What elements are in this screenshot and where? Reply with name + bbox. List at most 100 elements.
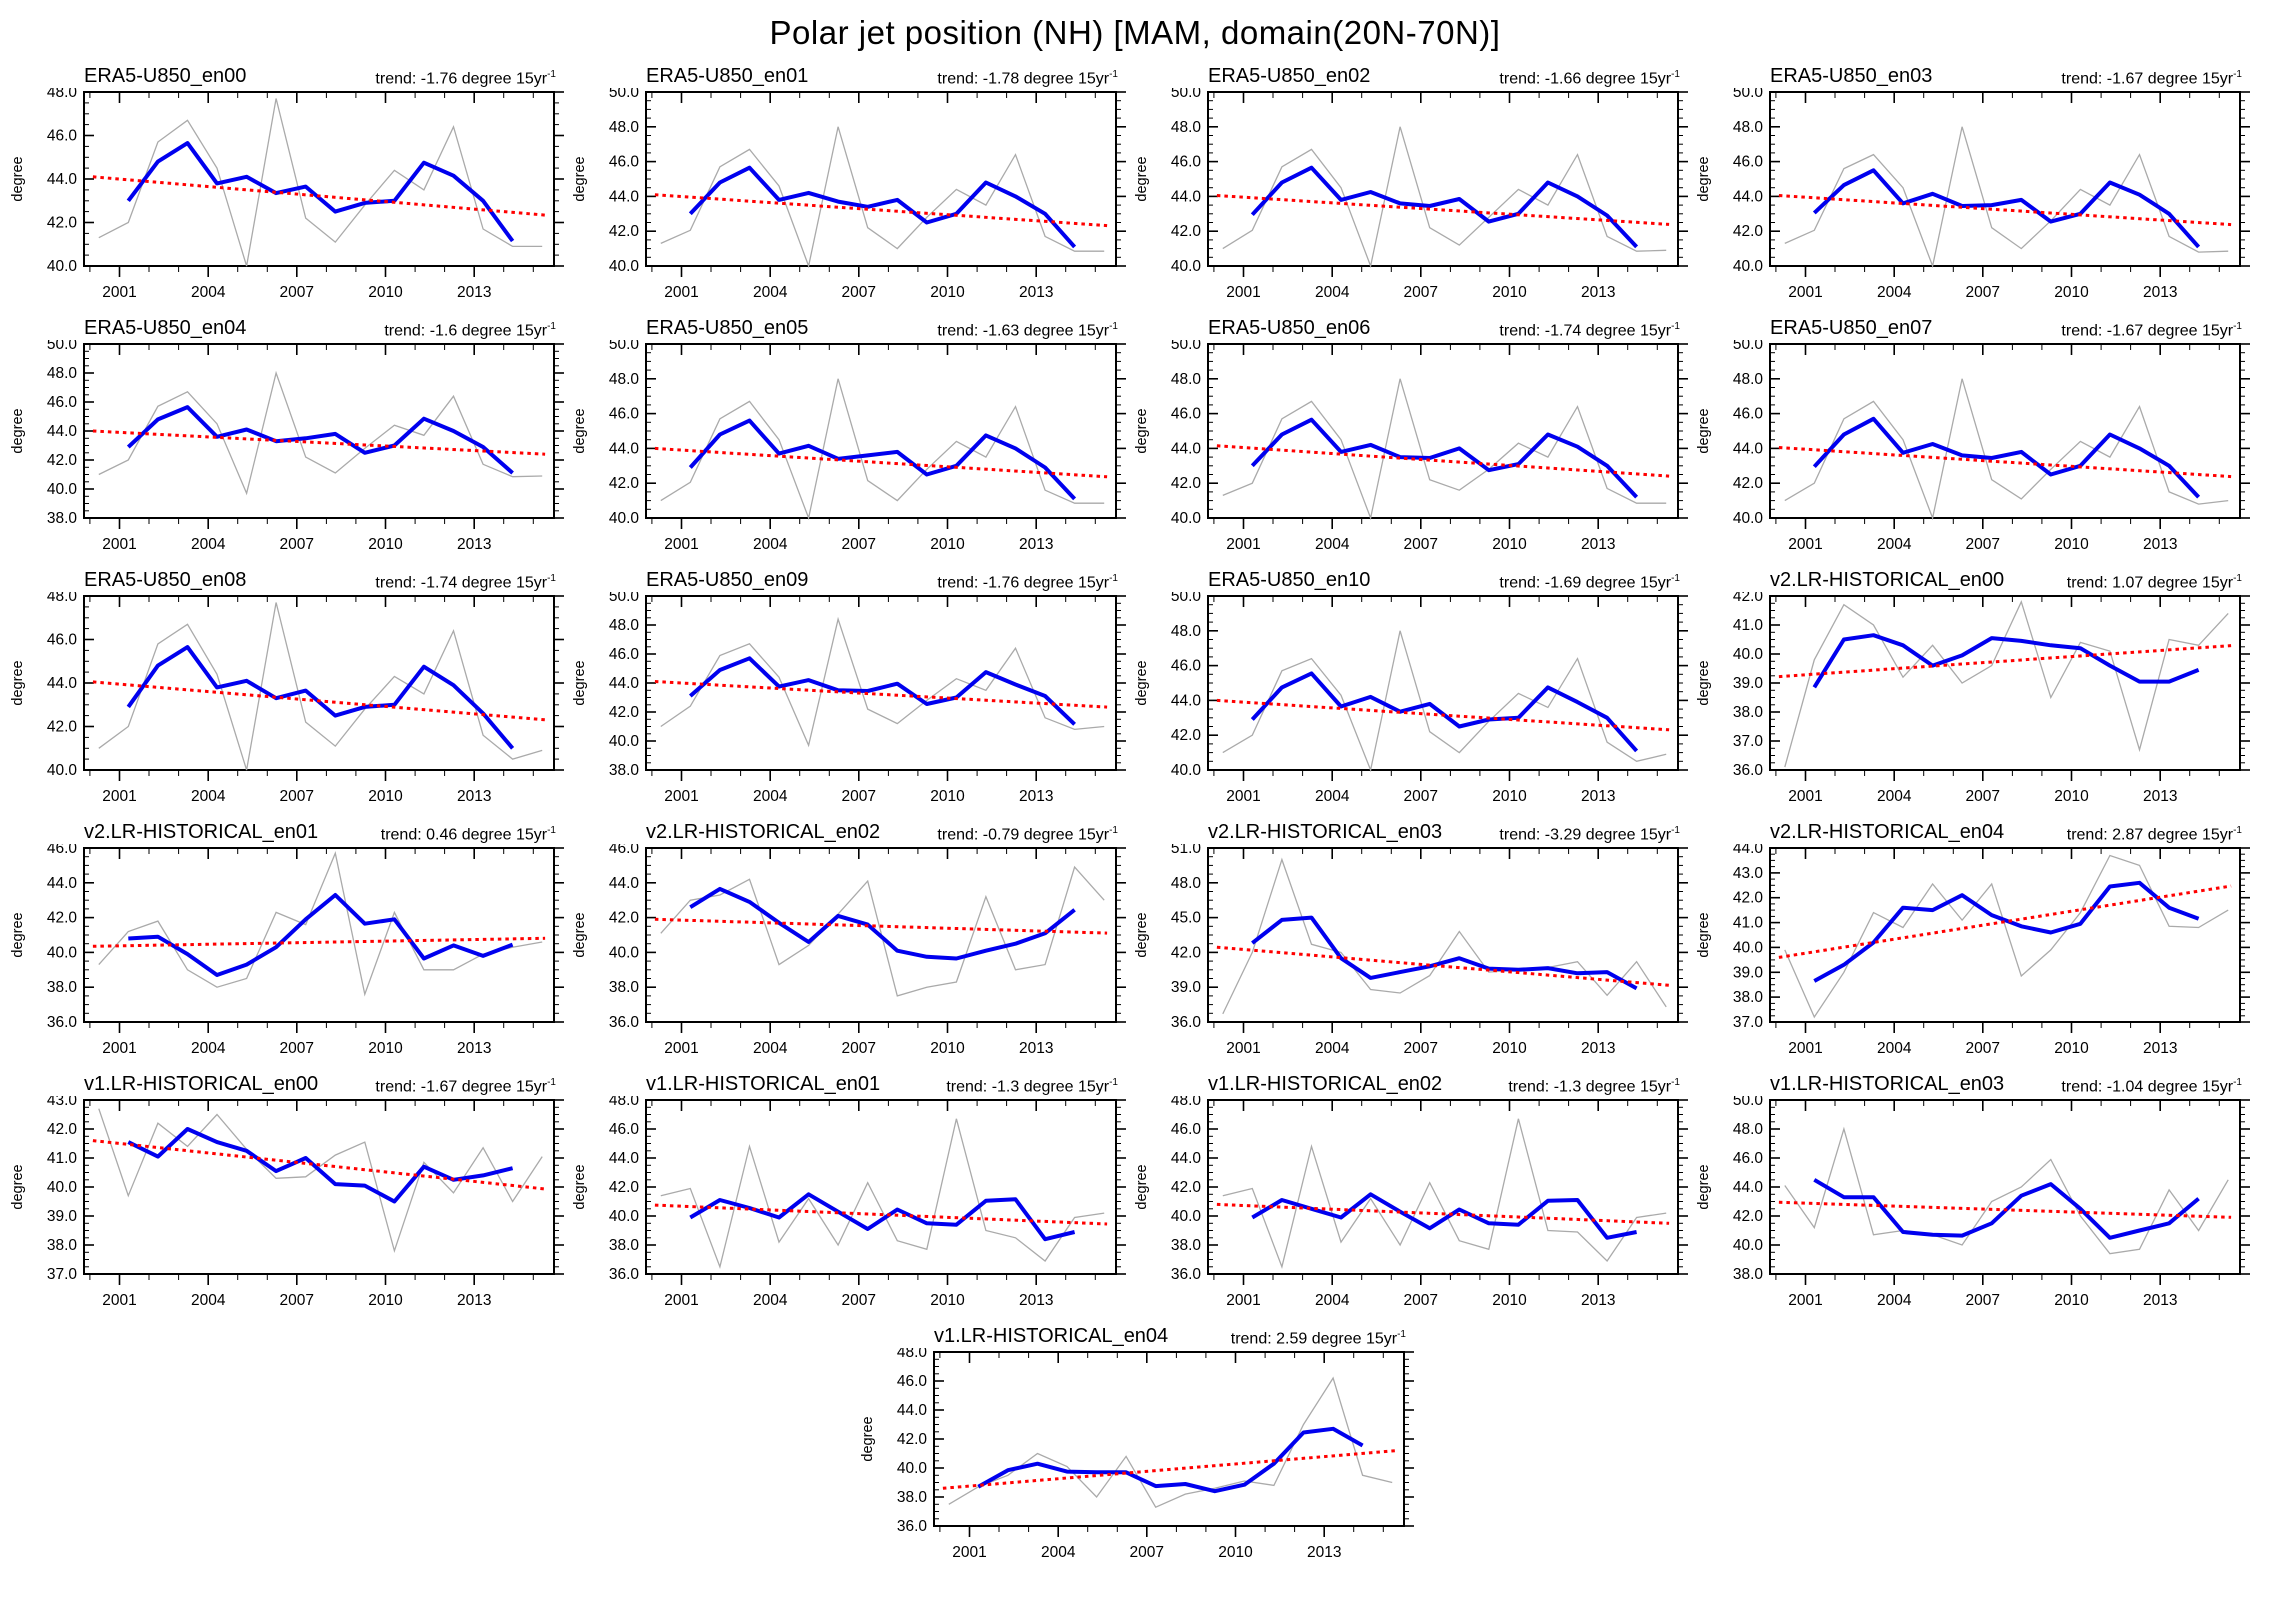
trend-line [942, 1449, 1396, 1490]
y-tick-label: 38.0 [609, 762, 640, 779]
y-axis-title: degree [1134, 912, 1150, 957]
y-tick-label: 50.0 [609, 88, 640, 101]
y-tick-label: 46.0 [1171, 1121, 1202, 1138]
panel-title: ERA5-U850_en04 [84, 317, 247, 339]
panel-plot: 2001 2004 2007 2010 2013 40.0 42.0 44.0 46.0 48.0… [10, 88, 564, 301]
x-tick-label: 2004 [1315, 1040, 1350, 1057]
panel-title: v1.LR-HISTORICAL_en02 [1208, 1073, 1443, 1095]
panel-plot: 2001 2004 2007 2010 2013 38.0 40.0 42.0 44.0 46.0… [1696, 1096, 2250, 1309]
panel-trend-text: trend: -0.79 degree 15yr [937, 826, 1110, 843]
trend-line [1778, 194, 2232, 227]
annual-line [660, 616, 1105, 748]
y-axis-title: degree [1134, 1164, 1150, 1209]
x-tick-label: 2010 [1492, 284, 1527, 301]
trend-line [1216, 945, 1670, 987]
y-tick-label: 48.0 [609, 1096, 640, 1109]
y-tick-label: 44.0 [47, 875, 78, 892]
smoothed-line [689, 1192, 1076, 1242]
panel-trend-text: trend: -1.3 degree 15yr [946, 1078, 1110, 1095]
chart-panel: ERA5-U850_en04 trend: -1.6 degree 15yr-1… [8, 314, 570, 560]
y-tick-label: 40.0 [47, 944, 78, 961]
chart-row: v1.LR-HISTORICAL_en00 trend: -1.67 degre… [8, 1070, 2270, 1316]
annual-line [1784, 378, 2229, 521]
panel-trend: trend: 1.07 degree 15yr-1 [2067, 573, 2242, 592]
trend-line [654, 446, 1108, 479]
y-tick-label: 43.0 [1733, 865, 1764, 882]
y-tick-label: 40.0 [609, 1208, 640, 1225]
x-tick-label: 2001 [664, 1040, 698, 1057]
x-tick-label: 2004 [1315, 536, 1350, 553]
plot-frame [645, 91, 1117, 267]
panel-trend: trend: -1.76 degree 15yr-1 [937, 573, 1118, 592]
y-tick-label: 40.0 [47, 481, 78, 498]
y-tick-label: 44.0 [609, 1150, 640, 1167]
panel-trend-exponent: -1 [1109, 68, 1118, 80]
x-tick-label: 2010 [368, 788, 403, 805]
x-tick-label: 2001 [102, 536, 136, 553]
plot-frame [83, 91, 555, 267]
panel-header: v2.LR-HISTORICAL_en04 trend: 2.87 degree… [1770, 818, 2242, 844]
trend-line [1778, 884, 2232, 959]
chart-panel: ERA5-U850_en06 trend: -1.74 degree 15yr-… [1132, 314, 1694, 560]
y-axis-title: degree [572, 1164, 588, 1209]
y-tick-label: 40.0 [1733, 258, 1764, 275]
chart-panel: ERA5-U850_en05 trend: -1.63 degree 15yr-… [570, 314, 1132, 560]
x-tick-label: 2001 [1226, 284, 1260, 301]
panel-plot: 2001 2004 2007 2010 2013 40.0 42.0 44.0 46.0 48.0… [572, 340, 1126, 553]
y-tick-label: 44.0 [1733, 1179, 1764, 1196]
y-tick-label: 38.0 [1733, 1266, 1764, 1283]
x-tick-label: 2007 [280, 1040, 314, 1057]
smoothed-line [1251, 915, 1638, 991]
panel-trend: trend: 2.87 degree 15yr-1 [2067, 825, 2242, 844]
y-tick-label: 44.0 [1733, 188, 1764, 205]
x-tick-label: 2010 [930, 1292, 965, 1309]
x-tick-label: 2007 [280, 284, 314, 301]
panel-trend: trend: -1.67 degree 15yr-1 [2061, 321, 2242, 340]
y-tick-label: 36.0 [609, 1266, 640, 1283]
chart-panel: ERA5-U850_en09 trend: -1.76 degree 15yr-… [570, 566, 1132, 812]
y-tick-label: 48.0 [1171, 1096, 1202, 1109]
y-tick-label: 40.0 [47, 762, 78, 779]
x-tick-label: 2010 [1218, 1544, 1253, 1561]
y-tick-label: 42.0 [1733, 592, 1764, 605]
annual-line [1222, 630, 1667, 773]
y-tick-label: 46.0 [1733, 406, 1764, 423]
y-tick-label: 44.0 [1733, 844, 1764, 857]
y-tick-label: 46.0 [47, 394, 78, 411]
y-axis-title: degree [10, 156, 26, 201]
panel-title: ERA5-U850_en07 [1770, 317, 1933, 339]
y-tick-label: 46.0 [47, 632, 78, 649]
annual-line [1222, 857, 1667, 1015]
x-tick-label: 2010 [930, 1040, 965, 1057]
y-tick-label: 46.0 [1733, 154, 1764, 171]
panel-header: ERA5-U850_en05 trend: -1.63 degree 15yr-… [646, 314, 1118, 340]
x-tick-label: 2004 [191, 1040, 226, 1057]
y-tick-label: 43.0 [47, 1096, 78, 1109]
panel-plot: 2001 2004 2007 2010 2013 36.0 38.0 40.0 42.0 44.0… [572, 1096, 1126, 1309]
y-tick-label: 46.0 [609, 154, 640, 171]
x-tick-label: 2013 [1019, 1040, 1053, 1057]
panel-plot: 2001 2004 2007 2010 2013 40.0 42.0 44.0 46.0 48.0… [572, 88, 1126, 301]
x-tick-label: 2001 [1226, 1292, 1260, 1309]
y-axis-title: degree [1696, 660, 1712, 705]
y-axis-title: degree [1696, 912, 1712, 957]
panel-trend: trend: -1.3 degree 15yr-1 [1508, 1077, 1680, 1096]
panel-trend-text: trend: 0.46 degree 15yr [380, 826, 548, 843]
y-tick-label: 38.0 [1733, 989, 1764, 1006]
annual-line [98, 98, 543, 267]
y-tick-label: 48.0 [1171, 875, 1202, 892]
x-tick-label: 2001 [664, 284, 698, 301]
x-tick-label: 2007 [1966, 1040, 2000, 1057]
x-tick-label: 2007 [280, 788, 314, 805]
smoothed-line [688, 165, 1077, 249]
panel-trend-exponent: -1 [1109, 572, 1118, 584]
x-tick-label: 2001 [1788, 284, 1822, 301]
y-tick-label: 42.0 [47, 215, 78, 232]
y-tick-label: 46.0 [47, 128, 78, 145]
y-tick-label: 36.0 [1733, 762, 1764, 779]
chart-panel: v1.LR-HISTORICAL_en04 trend: 2.59 degree… [858, 1322, 1420, 1568]
panel-trend-text: trend: -1.3 degree 15yr [1508, 1078, 1672, 1095]
x-tick-label: 2013 [1581, 536, 1615, 553]
panel-title: ERA5-U850_en08 [84, 569, 247, 591]
y-tick-label: 40.0 [897, 1460, 928, 1477]
